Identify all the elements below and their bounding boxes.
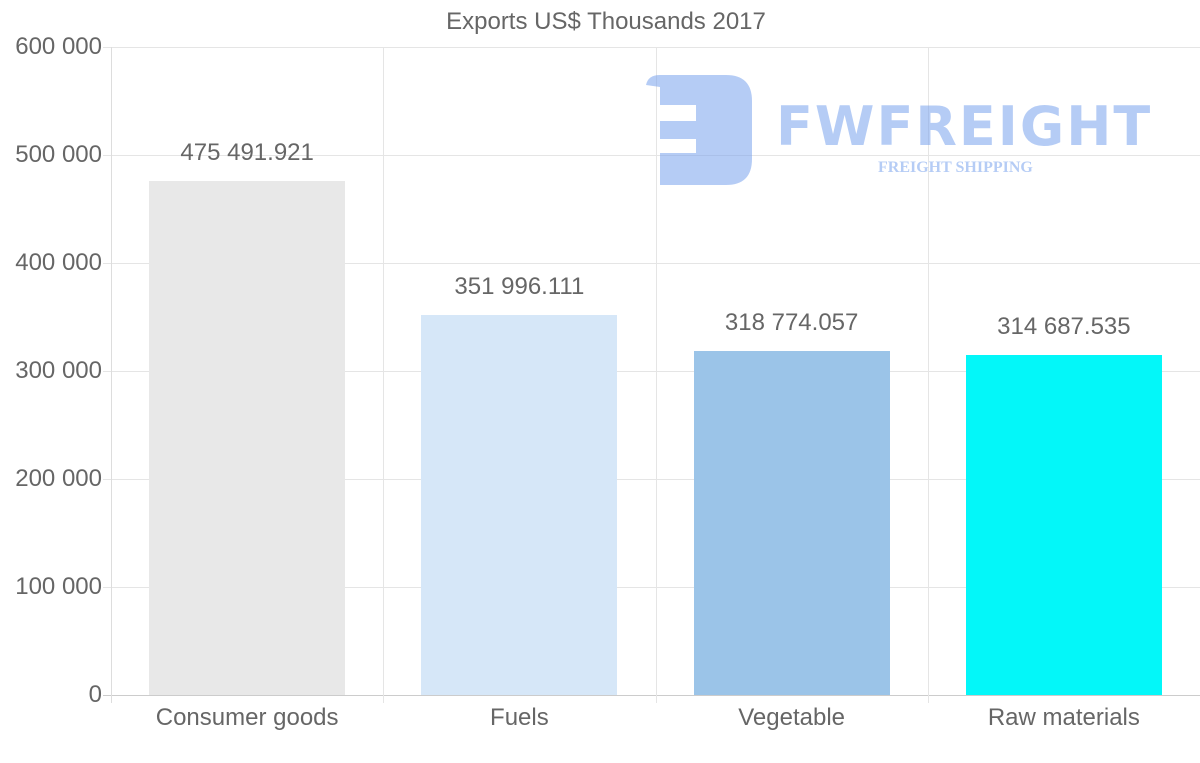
gridline-y [103,155,1200,156]
chart-title: Exports US$ Thousands 2017 [446,8,766,35]
y-tick-label: 100 000 [15,573,102,600]
x-tick-label: Raw materials [987,704,1140,731]
plot-area: 475 491.921 351 996.111 318 774.057 314 687… [103,47,1200,703]
gridline-y [103,479,1200,480]
bar-value-label: 351 996.111 [454,272,585,300]
gridline-y [103,263,1200,264]
y-tick-label: 200 000 [15,465,102,492]
gridline-x [927,47,929,703]
x-tick-label: Consumer goods [155,704,339,731]
bar-consumer-goods[interactable] [149,181,346,695]
x-tick-label: Vegetable [738,704,846,731]
bar-vegetable[interactable] [693,350,890,695]
bar-value-label: 475 491.921 [180,139,314,167]
gridline-y [103,371,1200,372]
bar-raw-materials[interactable] [965,355,1162,695]
gridline-x [383,47,385,703]
watermark-tagline: FREIGHT SHIPPING [878,159,1033,176]
gridline-y [103,695,1200,696]
y-tick-label: 0 [88,681,102,708]
watermark-logo: FWFREIGHT FREIGHT SHIPPING [646,73,1156,188]
fw-logo-icon [646,75,752,185]
bar-fuels[interactable] [421,314,618,695]
y-tick-label: 500 000 [15,141,102,168]
gridline-y [103,587,1200,588]
y-tick-label: 600 000 [15,33,102,60]
bar-value-label: 318 774.057 [724,308,859,336]
x-tick-label: Fuels [490,704,549,731]
gridline-x [111,47,112,703]
watermark-brand: FWFREIGHT [776,95,1153,158]
y-tick-label: 400 000 [15,249,102,276]
y-tick-label: 300 000 [15,357,102,384]
gridline-y [103,47,1200,48]
gridline-x [655,47,657,703]
bar-value-label: 314 687.535 [997,313,1131,341]
